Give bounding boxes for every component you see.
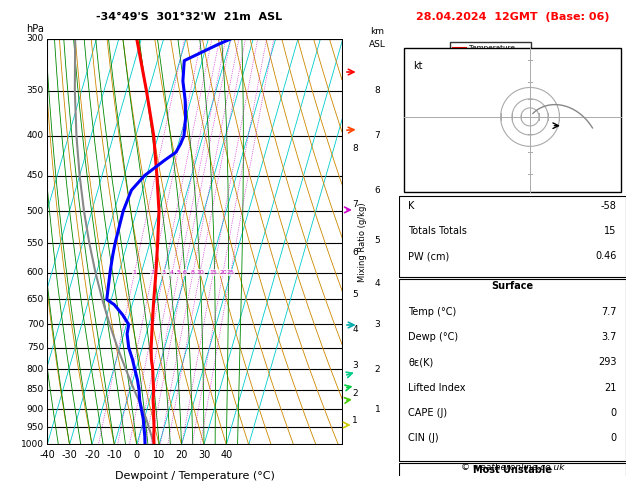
- Text: 750: 750: [27, 343, 44, 352]
- Text: 700: 700: [27, 320, 44, 329]
- Text: 4: 4: [375, 279, 380, 288]
- Text: 3: 3: [352, 361, 358, 370]
- Text: 20: 20: [175, 450, 187, 460]
- Bar: [399, 196, 626, 277]
- Text: 25: 25: [226, 270, 235, 275]
- Text: 800: 800: [27, 365, 44, 374]
- Text: 6: 6: [182, 270, 186, 275]
- Text: 0: 0: [611, 408, 617, 418]
- Text: 40: 40: [220, 450, 233, 460]
- Text: © weatheronline.co.uk: © weatheronline.co.uk: [461, 463, 564, 472]
- Text: 8: 8: [374, 87, 381, 95]
- Text: 600: 600: [27, 268, 44, 277]
- Text: 6: 6: [374, 186, 381, 195]
- Text: CAPE (J): CAPE (J): [408, 408, 448, 418]
- Text: -10: -10: [106, 450, 122, 460]
- Text: Totals Totals: Totals Totals: [408, 226, 467, 236]
- Text: θε(K): θε(K): [408, 357, 434, 367]
- Bar: [404, 48, 621, 192]
- Text: 550: 550: [27, 239, 44, 248]
- Text: CIN (J): CIN (J): [408, 434, 439, 443]
- Text: 5: 5: [352, 290, 358, 299]
- Text: 10: 10: [196, 270, 204, 275]
- Text: 6: 6: [352, 248, 358, 257]
- Text: -34°49'S  301°32'W  21m  ASL: -34°49'S 301°32'W 21m ASL: [96, 12, 282, 22]
- Text: 8: 8: [352, 144, 358, 153]
- Text: 0.46: 0.46: [596, 251, 617, 261]
- Text: Most Unstable: Most Unstable: [473, 466, 552, 475]
- Text: 30: 30: [198, 450, 210, 460]
- Text: hPa: hPa: [26, 24, 44, 34]
- Text: -58: -58: [601, 201, 617, 211]
- Text: 21: 21: [604, 382, 617, 393]
- Legend: Temperature, Dewpoint, Parcel Trajectory, Dry Adiabat, Wet Adiabat, Isotherm, Mi: Temperature, Dewpoint, Parcel Trajectory…: [450, 42, 532, 104]
- Text: 3.7: 3.7: [601, 332, 617, 342]
- Bar: [399, 463, 626, 486]
- Text: -20: -20: [84, 450, 100, 460]
- Text: 7: 7: [374, 131, 381, 140]
- Text: 28.04.2024  12GMT  (Base: 06): 28.04.2024 12GMT (Base: 06): [416, 12, 610, 22]
- Text: 400: 400: [27, 131, 44, 140]
- Text: -40: -40: [39, 450, 55, 460]
- Text: 8: 8: [191, 270, 195, 275]
- Text: -30: -30: [62, 450, 77, 460]
- Text: 950: 950: [27, 423, 44, 432]
- Bar: [399, 279, 626, 461]
- Text: 5: 5: [177, 270, 181, 275]
- Text: 0: 0: [134, 450, 140, 460]
- Text: Lifted Index: Lifted Index: [408, 382, 466, 393]
- Text: 2: 2: [151, 270, 155, 275]
- Text: 15: 15: [209, 270, 217, 275]
- Text: 15: 15: [604, 226, 617, 236]
- Text: 3: 3: [374, 320, 381, 329]
- Text: 7.7: 7.7: [601, 307, 617, 316]
- Text: 350: 350: [27, 87, 44, 95]
- Text: 2: 2: [375, 365, 380, 374]
- Text: 1000: 1000: [21, 440, 44, 449]
- Text: 293: 293: [598, 357, 617, 367]
- Text: 850: 850: [27, 385, 44, 395]
- Text: Dewpoint / Temperature (°C): Dewpoint / Temperature (°C): [115, 471, 275, 482]
- Text: Surface: Surface: [492, 281, 533, 291]
- Text: ASL: ASL: [369, 39, 386, 49]
- Text: 1: 1: [352, 416, 358, 425]
- Text: 3: 3: [162, 270, 166, 275]
- Text: 450: 450: [27, 171, 44, 180]
- Text: PW (cm): PW (cm): [408, 251, 450, 261]
- Text: Dewp (°C): Dewp (°C): [408, 332, 459, 342]
- Text: km: km: [370, 27, 384, 36]
- Text: 7: 7: [352, 200, 358, 209]
- Text: Mixing Ratio (g/kg): Mixing Ratio (g/kg): [359, 202, 367, 281]
- Text: 500: 500: [27, 207, 44, 216]
- Text: 1: 1: [133, 270, 136, 275]
- Text: 5: 5: [374, 236, 381, 244]
- Text: 20: 20: [219, 270, 227, 275]
- Text: kt: kt: [413, 61, 423, 71]
- Text: 900: 900: [27, 405, 44, 414]
- Text: 650: 650: [27, 295, 44, 304]
- Text: 0: 0: [611, 434, 617, 443]
- Text: 4: 4: [352, 325, 358, 334]
- Text: 1: 1: [374, 405, 381, 414]
- Text: Temp (°C): Temp (°C): [408, 307, 457, 316]
- Text: 300: 300: [27, 35, 44, 43]
- Text: 2: 2: [352, 389, 358, 399]
- Text: 10: 10: [153, 450, 165, 460]
- Text: 4: 4: [170, 270, 174, 275]
- Text: K: K: [408, 201, 415, 211]
